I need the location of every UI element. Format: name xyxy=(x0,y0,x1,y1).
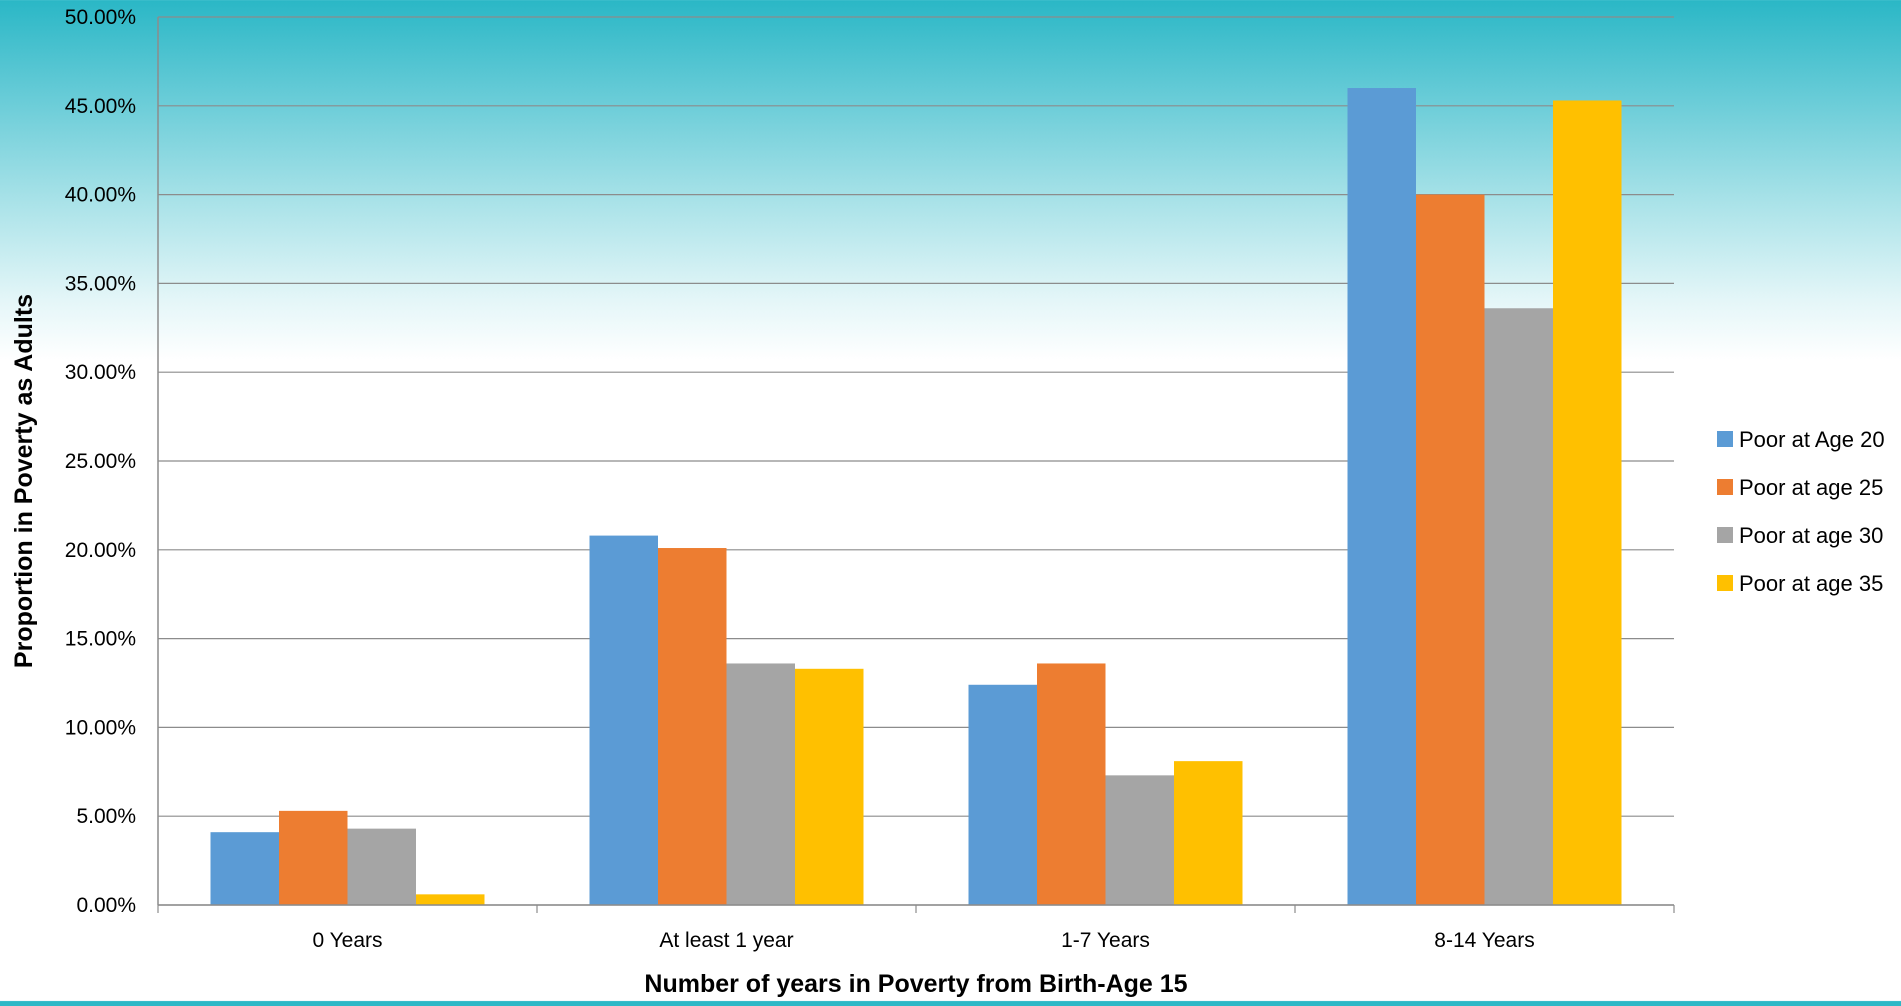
gridlines xyxy=(158,16,1674,906)
y-tick-label: 30.00% xyxy=(65,361,136,384)
legend-label: Poor at age 30 xyxy=(1739,523,1883,548)
x-category-label: 8-14 Years xyxy=(1434,929,1534,952)
bar xyxy=(795,668,864,905)
y-tick-label: 50.00% xyxy=(65,6,136,29)
legend: Poor at Age 20 Poor at age 25 Poor at age … xyxy=(1717,427,1885,596)
legend-label: Poor at age 35 xyxy=(1739,571,1883,596)
y-tick-label: 10.00% xyxy=(65,716,136,739)
bar xyxy=(1347,88,1416,906)
bar xyxy=(1553,100,1622,906)
bar xyxy=(726,663,795,905)
x-axis-title: Number of years in Poverty from Birth-Ag… xyxy=(644,970,1187,998)
legend-swatch xyxy=(1717,575,1733,591)
legend-swatch xyxy=(1717,527,1733,543)
bar xyxy=(416,894,485,905)
x-category-label: 1-7 Years xyxy=(1061,929,1150,952)
y-tick-label: 15.00% xyxy=(65,628,136,651)
bar xyxy=(347,828,416,905)
y-axis-ticks: 0.00% 5.00% 10.00% 15.00% 20.00% 25.00% 30.00%… xyxy=(65,6,136,917)
legend-label: Poor at Age 20 xyxy=(1739,427,1885,452)
bar xyxy=(1037,663,1106,905)
legend-label: Poor at age 25 xyxy=(1739,475,1883,500)
y-tick-label: 35.00% xyxy=(65,272,136,295)
y-tick-label: 45.00% xyxy=(65,95,136,118)
bar xyxy=(210,832,279,905)
axes xyxy=(157,17,1675,913)
y-tick-label: 25.00% xyxy=(65,450,136,473)
bar xyxy=(1105,775,1174,905)
legend-swatch xyxy=(1717,431,1733,447)
legend-swatch xyxy=(1717,479,1733,495)
bar xyxy=(1484,308,1553,905)
y-tick-label: 20.00% xyxy=(65,539,136,562)
y-tick-label: 5.00% xyxy=(76,805,136,828)
y-tick-label: 0.00% xyxy=(76,894,136,917)
bar xyxy=(968,684,1037,905)
x-category-label: 0 Years xyxy=(312,929,382,952)
x-axis-categories: 0 Years At least 1 year 1-7 Years 8-14 Year… xyxy=(312,929,1534,952)
x-category-label: At least 1 year xyxy=(659,929,793,952)
bar xyxy=(279,810,348,905)
bars xyxy=(210,88,1622,906)
bar xyxy=(589,535,658,905)
y-axis-title: Proportion in Poverty as Adults xyxy=(10,294,38,668)
bar xyxy=(658,548,727,905)
bar xyxy=(1174,761,1243,905)
y-tick-label: 40.00% xyxy=(65,184,136,207)
bar xyxy=(1416,194,1485,906)
